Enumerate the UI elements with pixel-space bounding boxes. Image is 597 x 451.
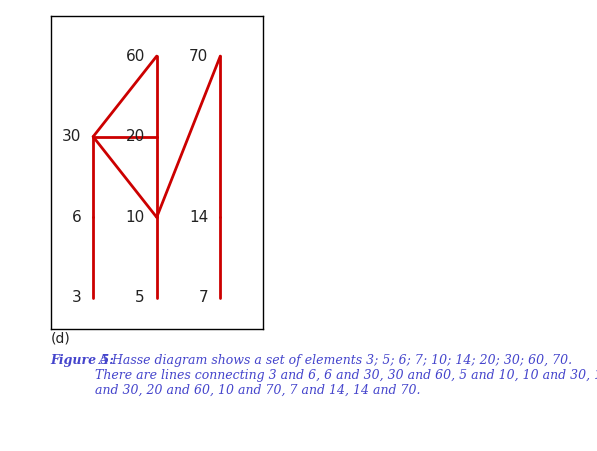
Text: 3: 3 xyxy=(72,290,81,305)
Text: 14: 14 xyxy=(189,210,208,225)
Text: 20: 20 xyxy=(125,129,145,144)
Text: 5: 5 xyxy=(135,290,145,305)
Text: A Hasse diagram shows a set of elements 3; 5; 6; 7; 10; 14; 20; 30; 60, 70.
Ther: A Hasse diagram shows a set of elements … xyxy=(95,354,597,397)
Text: Figure 5:: Figure 5: xyxy=(51,354,115,367)
Text: 70: 70 xyxy=(189,49,208,64)
Text: 7: 7 xyxy=(199,290,208,305)
Text: 30: 30 xyxy=(62,129,81,144)
Text: (d): (d) xyxy=(51,331,70,345)
Text: 10: 10 xyxy=(125,210,145,225)
Text: 60: 60 xyxy=(125,49,145,64)
Text: 6: 6 xyxy=(72,210,81,225)
